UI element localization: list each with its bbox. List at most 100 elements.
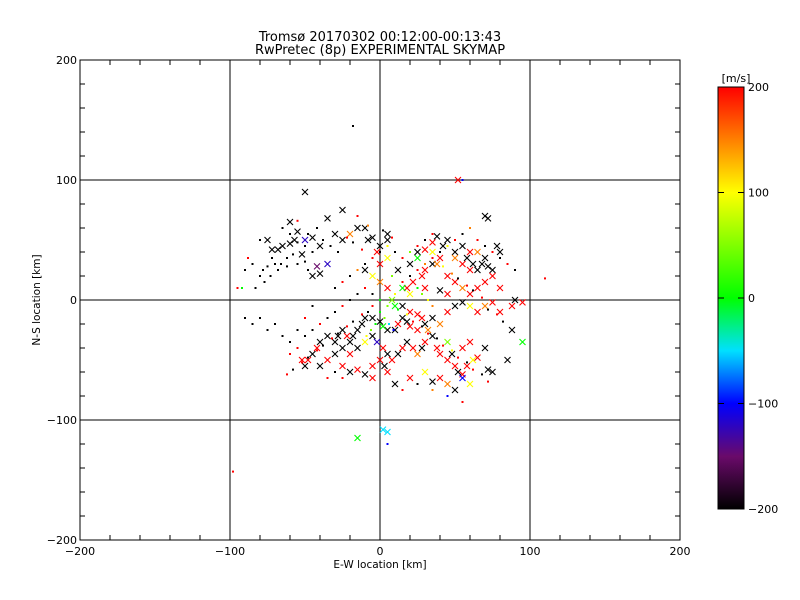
data-point-dot — [469, 227, 471, 229]
data-point-dot — [364, 263, 366, 265]
data-point-dot — [361, 313, 363, 316]
data-point-cross — [379, 426, 387, 433]
data-point-cross — [421, 368, 429, 376]
data-point-cross — [403, 338, 411, 346]
data-point-dot — [254, 287, 257, 289]
data-point-dot — [271, 257, 273, 259]
chart-title: Tromsø 20170302 00:12:00-00:13:43 — [258, 30, 501, 45]
data-point-dot — [352, 320, 354, 323]
data-point-cross — [399, 302, 406, 310]
data-point-dot — [274, 323, 276, 325]
data-point-cross — [474, 266, 481, 274]
data-point-cross — [391, 302, 399, 310]
data-point-cross — [331, 350, 339, 358]
x-tick-label: 200 — [670, 545, 691, 558]
data-point-cross — [384, 350, 391, 358]
data-point-cross — [316, 270, 324, 277]
data-point-dot — [319, 323, 321, 325]
data-point-dot — [337, 251, 339, 253]
data-point-dot — [259, 239, 261, 241]
data-point-dot — [379, 299, 381, 301]
data-point-dot — [361, 248, 363, 251]
data-point-cross — [481, 254, 489, 262]
data-point-cross — [429, 378, 436, 385]
data-point-dot — [262, 269, 264, 271]
colorbar-ticks: 200 100 0 −100 −200 — [718, 81, 778, 516]
data-point-dot — [322, 239, 324, 241]
data-point-dot — [379, 251, 381, 253]
data-point-cross — [346, 368, 354, 376]
data-point-cross — [324, 215, 331, 222]
data-point-cross — [394, 320, 402, 328]
data-point-dot — [427, 332, 429, 335]
data-point-dot — [346, 325, 348, 328]
data-point-cross — [439, 242, 447, 250]
data-point-cross — [469, 260, 477, 268]
data-point-dot — [397, 308, 399, 311]
data-point-dot — [446, 245, 449, 247]
data-point-cross — [504, 356, 511, 364]
data-point-cross — [361, 338, 369, 346]
data-point-cross — [376, 356, 384, 364]
data-point-cross — [436, 350, 444, 358]
data-point-dot — [416, 245, 419, 247]
data-point-cross — [444, 356, 451, 364]
data-point-dot — [499, 257, 501, 259]
data-point-dot — [296, 219, 299, 222]
data-point-dot — [266, 265, 269, 268]
data-point-cross — [481, 302, 489, 310]
data-point-cross — [316, 242, 324, 250]
data-point-cross — [433, 344, 441, 352]
data-point-cross — [454, 368, 462, 376]
data-point-cross — [466, 266, 474, 274]
data-point-cross — [484, 215, 492, 222]
data-point-cross — [301, 362, 309, 370]
data-point-cross — [279, 242, 286, 250]
data-point-cross — [418, 314, 426, 322]
data-point-dot — [412, 320, 414, 323]
data-point-dot — [466, 361, 468, 364]
data-point-dot — [388, 323, 390, 325]
data-point-cross — [373, 248, 381, 256]
data-point-cross — [354, 326, 361, 334]
data-point-cross — [414, 311, 421, 318]
data-point-dot — [289, 353, 291, 355]
data-point-dot — [394, 251, 396, 253]
data-point-dot — [341, 281, 344, 283]
data-point-cross — [489, 368, 496, 376]
data-point-cross — [451, 254, 459, 262]
data-point-cross — [384, 326, 391, 334]
data-point-dot — [247, 257, 249, 259]
data-point-dot — [251, 263, 254, 265]
data-point-dot — [454, 239, 456, 241]
data-point-dot — [491, 251, 494, 253]
data-point-dot — [451, 272, 453, 275]
data-point-dot — [461, 179, 464, 181]
data-point-cross — [346, 230, 354, 238]
data-point-cross — [459, 284, 466, 292]
x-tick-label: 100 — [520, 545, 541, 558]
data-point-cross — [436, 374, 444, 382]
data-point-cross — [489, 266, 496, 274]
data-point-dot — [496, 313, 498, 316]
data-point-dot — [236, 287, 239, 289]
data-point-dot — [481, 373, 483, 376]
data-point-cross — [451, 362, 459, 370]
data-point-dot — [394, 293, 396, 295]
data-point-dot — [337, 332, 339, 335]
data-point-cross — [421, 338, 429, 346]
data-point-dot — [341, 305, 344, 307]
data-point-cross — [361, 314, 369, 322]
data-point-cross — [459, 344, 466, 352]
data-point-dot — [352, 241, 354, 244]
data-point-cross — [429, 314, 436, 322]
data-point-dot — [379, 311, 381, 313]
data-point-dot — [304, 245, 306, 247]
colorbar-label: [m/s] — [722, 72, 751, 85]
data-point-cross — [384, 254, 391, 262]
data-point-cross — [339, 206, 346, 214]
data-point-dot — [466, 284, 468, 287]
data-point-cross — [316, 338, 324, 346]
data-point-dot — [277, 269, 279, 271]
data-point-dot — [244, 269, 246, 271]
